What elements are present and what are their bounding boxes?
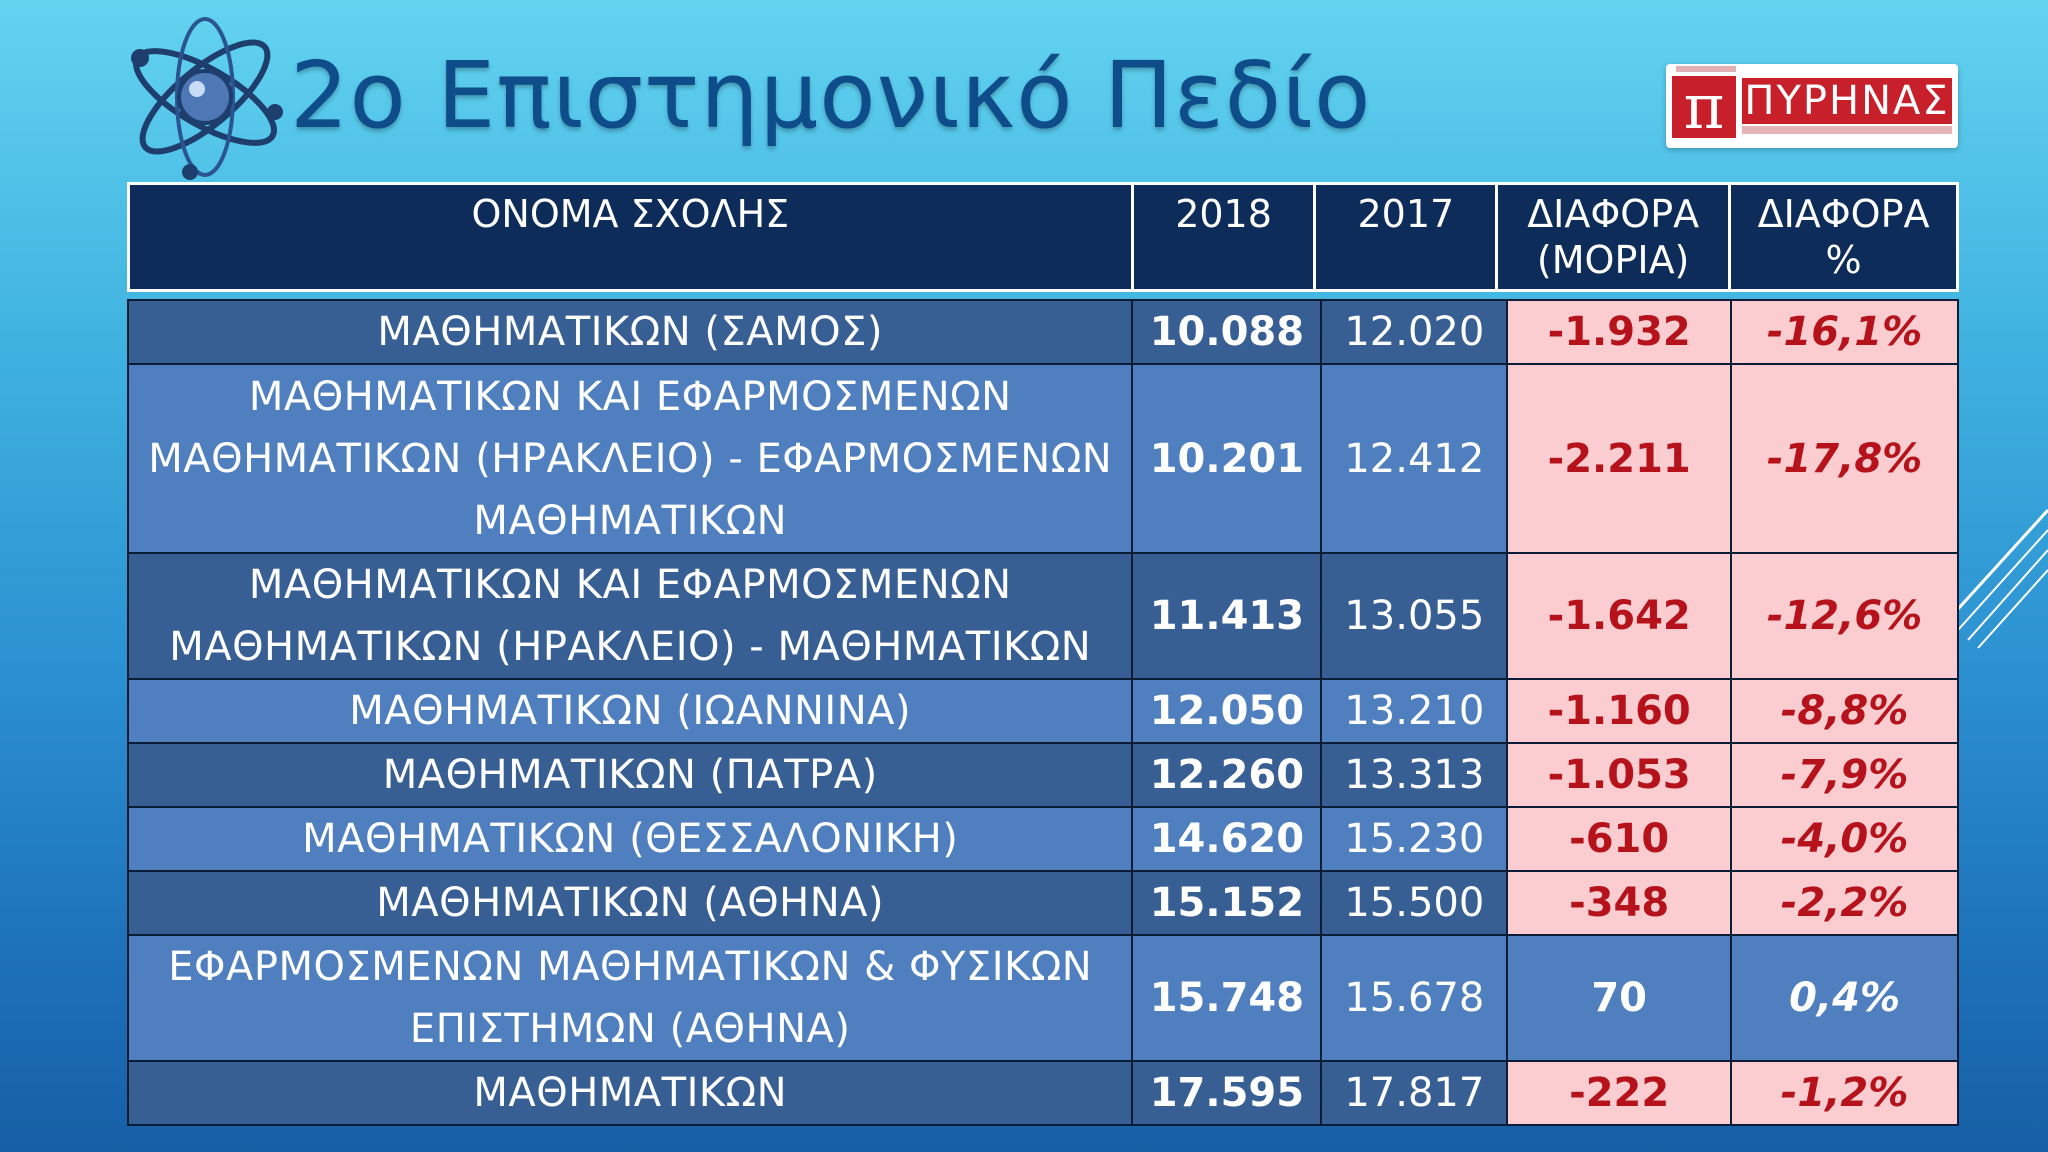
header-diff-points-line1: ΔΙΑΦΟΡΑ	[1527, 192, 1700, 236]
table-row: ΜΑΘΗΜΑΤΙΚΩΝ 17.595 17.817 -222 -1,2%	[126, 1060, 1959, 1126]
school-name: ΜΑΘΗΜΑΤΙΚΩΝ (ΙΩΑΝΝΙΝΑ)	[126, 678, 1134, 744]
diff-points: -1.932	[1506, 299, 1733, 365]
diff-percent: -8,8%	[1730, 678, 1959, 744]
table-header: ΟΝΟΜΑ ΣΧΟΛΗΣ 2018 2017 ΔΙΑΦΟΡΑ (ΜΟΡΙΑ) Δ…	[127, 182, 1959, 292]
table-row: ΜΑΘΗΜΑΤΙΚΩΝ (ΣΑΜΟΣ) 10.088 12.020 -1.932…	[126, 299, 1959, 365]
score-2017: 12.020	[1320, 299, 1509, 365]
header-diff-pct: ΔΙΑΦΟΡΑ %	[1728, 182, 1959, 292]
diff-percent: -4,0%	[1730, 806, 1959, 872]
diff-percent: -17,8%	[1730, 363, 1959, 554]
school-name: ΜΑΘΗΜΑΤΙΚΩΝ (ΘΕΣΣΑΛΟΝΙΚΗ)	[126, 806, 1134, 872]
diff-points: -610	[1506, 806, 1733, 872]
score-2018: 11.413	[1131, 552, 1323, 680]
score-2017: 15.500	[1320, 870, 1509, 936]
pi-logo-icon: π	[1672, 76, 1736, 138]
header-diff-pct-line1: ΔΙΑΦΟΡΑ	[1757, 192, 1930, 236]
pyrinas-logo: π ΠΥΡΗΝΑΣ	[1666, 64, 1958, 148]
diff-points: -1.642	[1506, 552, 1733, 680]
diff-points: -348	[1506, 870, 1733, 936]
slide-title: 2ο Επιστημονικό Πεδίο	[290, 42, 1372, 149]
school-name: ΜΑΘΗΜΑΤΙΚΩΝ (ΠΑΤΡΑ)	[126, 742, 1134, 808]
diff-points: -1.160	[1506, 678, 1733, 744]
header-diff-points: ΔΙΑΦΟΡΑ (ΜΟΡΙΑ)	[1495, 182, 1732, 292]
table-row: ΕΦΑΡΜΟΣΜΕΝΩΝ ΜΑΘΗΜΑΤΙΚΩΝ & ΦΥΣΙΚΩΝ ΕΠΙΣΤ…	[126, 934, 1959, 1062]
title-row: 2ο Επιστημονικό Πεδίο	[120, 12, 1420, 180]
diff-points: 70	[1506, 934, 1733, 1062]
score-2018: 12.260	[1131, 742, 1323, 808]
diff-percent: -12,6%	[1730, 552, 1959, 680]
score-2017: 13.313	[1320, 742, 1509, 808]
header-2018: 2018	[1130, 182, 1317, 292]
score-2017: 12.412	[1320, 363, 1509, 554]
score-2017: 15.230	[1320, 806, 1509, 872]
header-2017: 2017	[1313, 182, 1499, 292]
score-2018: 10.201	[1131, 363, 1323, 554]
header-diff-points-line2: (ΜΟΡΙΑ)	[1536, 238, 1690, 282]
score-2018: 10.088	[1131, 299, 1323, 365]
score-2018: 17.595	[1131, 1060, 1323, 1126]
school-name: ΜΑΘΗΜΑΤΙΚΩΝ ΚΑΙ ΕΦΑΡΜΟΣΜΕΝΩΝ ΜΑΘΗΜΑΤΙΚΩΝ…	[126, 552, 1134, 680]
score-2017: 13.055	[1320, 552, 1509, 680]
diff-percent: -7,9%	[1730, 742, 1959, 808]
logo-small-text	[1676, 66, 1736, 72]
results-table: ΜΑΘΗΜΑΤΙΚΩΝ (ΣΑΜΟΣ) 10.088 12.020 -1.932…	[126, 299, 1959, 1126]
score-2017: 13.210	[1320, 678, 1509, 744]
diff-percent: -1,2%	[1730, 1060, 1959, 1126]
score-2018: 14.620	[1131, 806, 1323, 872]
diff-points: -222	[1506, 1060, 1733, 1126]
score-2017: 17.817	[1320, 1060, 1509, 1126]
score-2018: 15.152	[1131, 870, 1323, 936]
score-2018: 15.748	[1131, 934, 1323, 1062]
diff-percent: 0,4%	[1730, 934, 1959, 1062]
table-row: ΜΑΘΗΜΑΤΙΚΩΝ ΚΑΙ ΕΦΑΡΜΟΣΜΕΝΩΝ ΜΑΘΗΜΑΤΙΚΩΝ…	[126, 552, 1959, 680]
header-diff-pct-line2: %	[1825, 238, 1862, 282]
diff-points: -1.053	[1506, 742, 1733, 808]
table-row: ΜΑΘΗΜΑΤΙΚΩΝ ΚΑΙ ΕΦΑΡΜΟΣΜΕΝΩΝ ΜΑΘΗΜΑΤΙΚΩΝ…	[126, 363, 1959, 554]
header-school-name: ΟΝΟΜΑ ΣΧΟΛΗΣ	[127, 182, 1134, 292]
table-row: ΜΑΘΗΜΑΤΙΚΩΝ (ΙΩΑΝΝΙΝΑ) 12.050 13.210 -1.…	[126, 678, 1959, 744]
score-2017: 15.678	[1320, 934, 1509, 1062]
diff-percent: -16,1%	[1730, 299, 1959, 365]
table-row: ΜΑΘΗΜΑΤΙΚΩΝ (ΑΘΗΝΑ) 15.152 15.500 -348 -…	[126, 870, 1959, 936]
logo-tagline	[1742, 126, 1952, 134]
diff-percent: -2,2%	[1730, 870, 1959, 936]
school-name: ΜΑΘΗΜΑΤΙΚΩΝ ΚΑΙ ΕΦΑΡΜΟΣΜΕΝΩΝ ΜΑΘΗΜΑΤΙΚΩΝ…	[126, 363, 1134, 554]
logo-text: ΠΥΡΗΝΑΣ	[1742, 78, 1952, 124]
decorative-stripes	[1948, 508, 2048, 649]
table-row: ΜΑΘΗΜΑΤΙΚΩΝ (ΠΑΤΡΑ) 12.260 13.313 -1.053…	[126, 742, 1959, 808]
atom-icon	[131, 17, 283, 180]
school-name: ΜΑΘΗΜΑΤΙΚΩΝ (ΑΘΗΝΑ)	[126, 870, 1134, 936]
school-name: ΜΑΘΗΜΑΤΙΚΩΝ	[126, 1060, 1134, 1126]
diff-points: -2.211	[1506, 363, 1733, 554]
score-2018: 12.050	[1131, 678, 1323, 744]
table-row: ΜΑΘΗΜΑΤΙΚΩΝ (ΘΕΣΣΑΛΟΝΙΚΗ) 14.620 15.230 …	[126, 806, 1959, 872]
school-name: ΜΑΘΗΜΑΤΙΚΩΝ (ΣΑΜΟΣ)	[126, 299, 1134, 365]
school-name: ΕΦΑΡΜΟΣΜΕΝΩΝ ΜΑΘΗΜΑΤΙΚΩΝ & ΦΥΣΙΚΩΝ ΕΠΙΣΤ…	[126, 934, 1134, 1062]
